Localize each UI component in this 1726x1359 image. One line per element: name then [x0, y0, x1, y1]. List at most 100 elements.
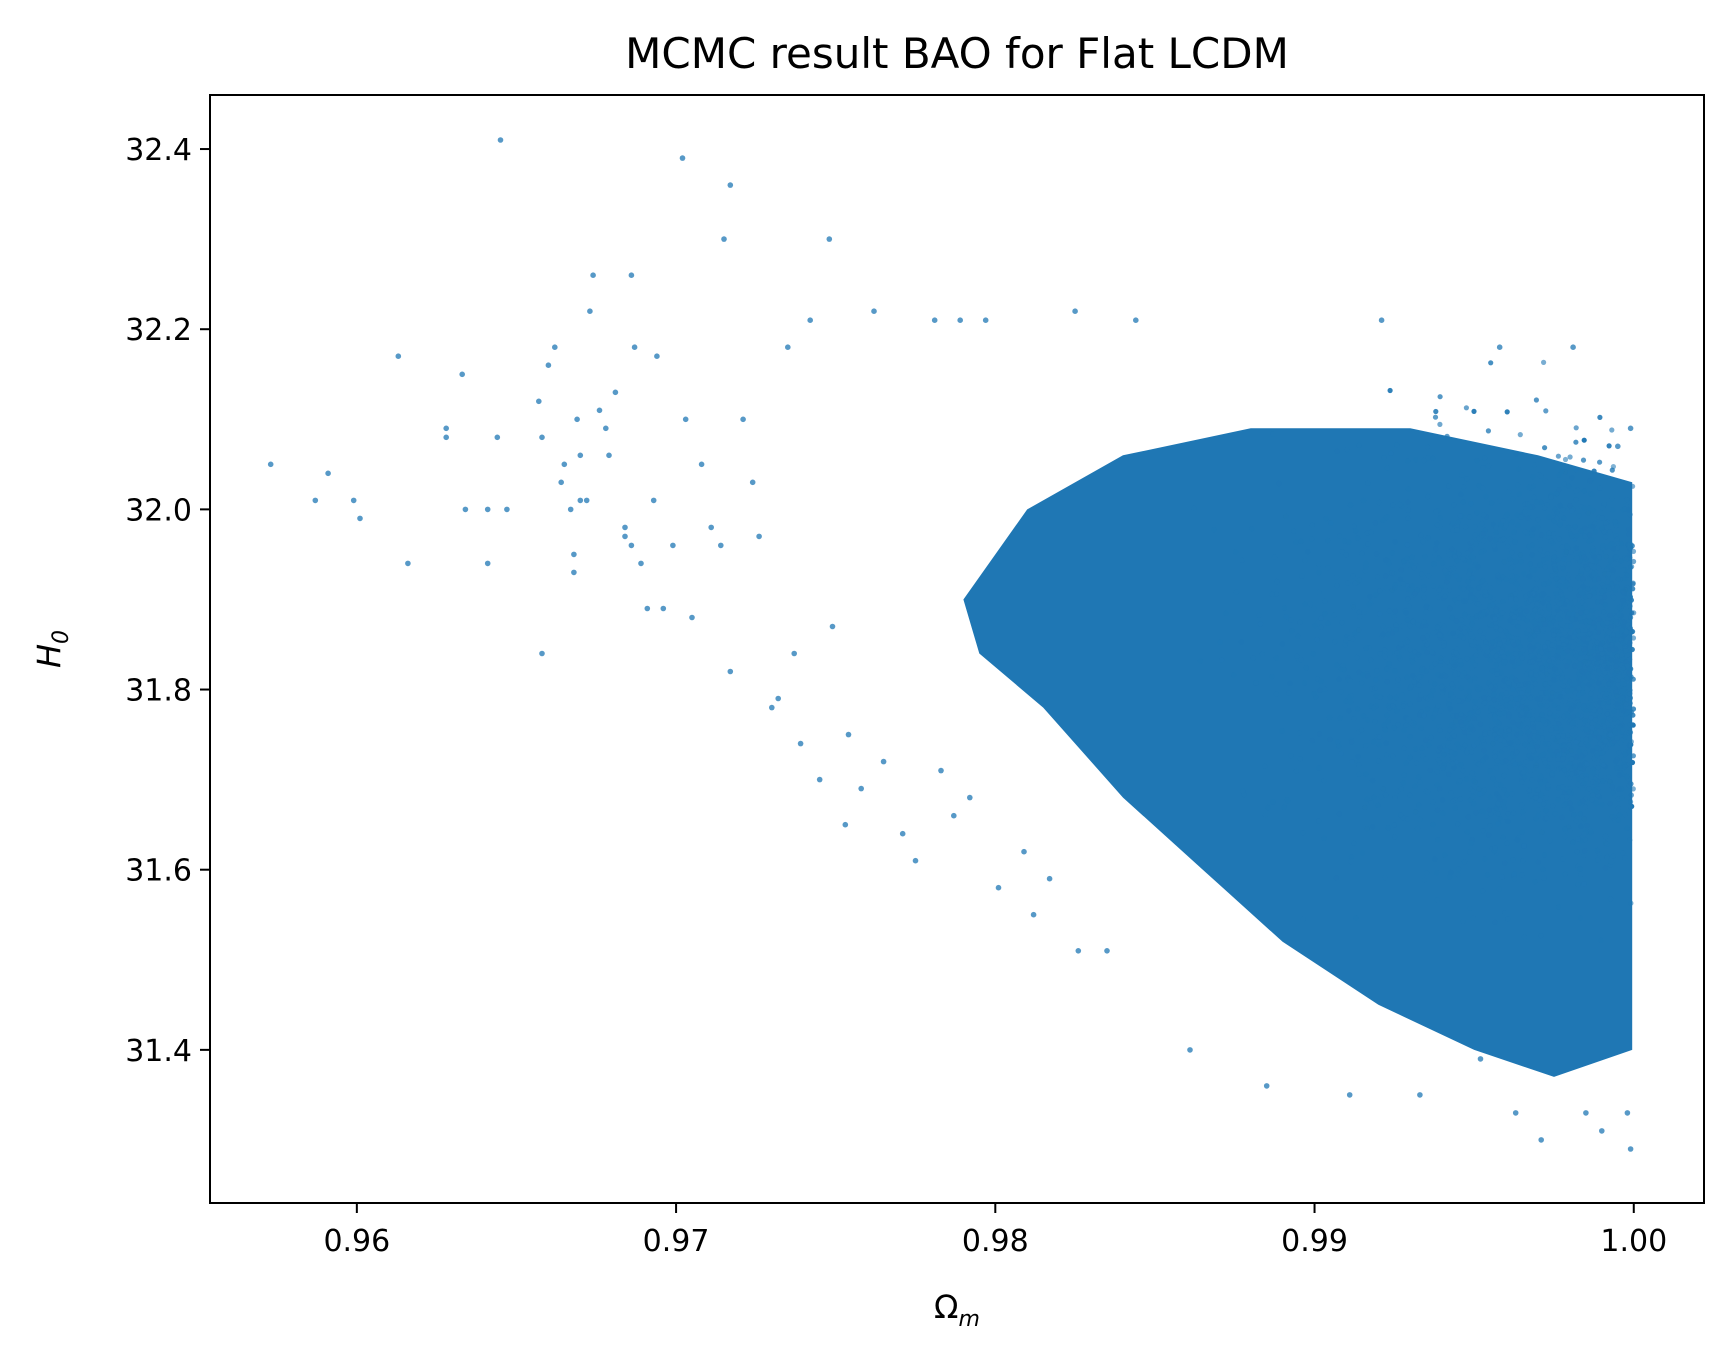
scatter-point: [1301, 680, 1307, 686]
scatter-point: [1376, 734, 1383, 740]
scatter-point: [1628, 900, 1634, 906]
scatter-point: [1480, 577, 1486, 584]
scatter-point: [1449, 681, 1455, 687]
scatter-point: [1493, 701, 1499, 707]
scatter-point: [1472, 532, 1478, 538]
scatter-point: [1501, 804, 1507, 811]
scatter-point: [1490, 596, 1496, 602]
scatter-point: [628, 272, 635, 279]
scatter-point: [1594, 847, 1600, 854]
scatter-point: [1540, 866, 1546, 873]
scatter-point: [1623, 648, 1629, 654]
scatter-point: [1527, 636, 1533, 643]
scatter-point: [357, 515, 363, 522]
scatter-point: [1344, 446, 1350, 453]
scatter-point: [1628, 804, 1634, 810]
scatter-point: [1509, 578, 1515, 584]
scatter-point: [842, 821, 849, 828]
scatter-point: [1618, 558, 1624, 564]
scatter-point: [1465, 715, 1472, 722]
scatter-point: [1303, 665, 1309, 671]
scatter-point: [1493, 678, 1499, 684]
scatter-point: [1586, 538, 1592, 544]
scatter-point: [1598, 937, 1604, 944]
scatter-point: [1581, 831, 1587, 837]
scatter-point: [1539, 829, 1545, 836]
scatter-point: [1624, 497, 1630, 503]
scatter-point: [1586, 619, 1592, 625]
scatter-point: [1348, 699, 1354, 705]
scatter-point: [1520, 769, 1527, 776]
scatter-point: [1568, 549, 1574, 555]
scatter-point: [1574, 555, 1580, 561]
scatter-point: [1335, 739, 1341, 745]
scatter-point: [1477, 1056, 1484, 1062]
y-axis-label: H0: [30, 630, 74, 668]
scatter-point: [1219, 657, 1225, 663]
scatter-point: [443, 434, 450, 441]
scatter-point: [1477, 791, 1483, 797]
scatter-point: [1588, 563, 1594, 569]
scatter-point: [1359, 550, 1365, 556]
scatter-point: [1619, 688, 1625, 695]
scatter-point: [1507, 755, 1513, 761]
scatter-point: [1358, 727, 1365, 733]
scatter-point: [1538, 791, 1544, 798]
scatter-point: [1521, 695, 1527, 701]
scatter-point: [1392, 539, 1398, 545]
scatter-point: [1534, 744, 1540, 750]
scatter-point: [1489, 500, 1495, 506]
scatter-point: [1599, 515, 1605, 521]
scatter-point: [1609, 784, 1615, 790]
scatter-point: [912, 857, 919, 864]
scatter-point: [1274, 578, 1280, 585]
scatter-point: [1472, 662, 1478, 669]
x-axis-label-subscript: m: [959, 1307, 980, 1332]
scatter-point: [1561, 515, 1567, 522]
scatter-point: [660, 605, 667, 612]
scatter-point: [1457, 658, 1463, 664]
scatter-point: [1421, 619, 1427, 625]
scatter-point: [1581, 635, 1587, 642]
scatter-point: [1279, 641, 1285, 647]
scatter-point: [1440, 560, 1446, 566]
scatter-point: [1517, 585, 1523, 592]
scatter-point: [1581, 505, 1587, 511]
scatter-point: [1238, 639, 1244, 645]
scatter-point: [1598, 772, 1604, 778]
x-tick-label: 0.98: [962, 1224, 1029, 1259]
scatter-point: [1582, 659, 1588, 665]
scatter-point: [1456, 595, 1462, 601]
scatter-point: [1613, 620, 1619, 626]
scatter-point: [1577, 811, 1583, 817]
scatter-point: [1596, 616, 1602, 622]
scatter-point: [1492, 732, 1498, 738]
scatter-point: [1545, 782, 1551, 788]
scatter-point: [1544, 555, 1550, 561]
scatter-point: [1586, 674, 1592, 681]
scatter-point: [1433, 546, 1439, 552]
scatter-point: [1594, 661, 1600, 667]
scatter-point: [1530, 659, 1536, 665]
scatter-point: [1075, 948, 1082, 954]
scatter-point: [1412, 591, 1418, 597]
scatter-point: [1575, 781, 1581, 788]
scatter-point: [1487, 794, 1493, 801]
scatter-point: [1360, 497, 1367, 504]
scatter-point: [727, 182, 734, 188]
scatter-point: [1282, 605, 1288, 611]
scatter-point: [1318, 624, 1324, 630]
scatter-point: [1492, 919, 1498, 926]
scatter-point: [1628, 630, 1634, 636]
scatter-point: [1467, 726, 1473, 732]
scatter-point: [1438, 655, 1444, 661]
scatter-point: [1399, 692, 1405, 698]
scatter-point: [1349, 759, 1355, 765]
scatter-point: [1355, 535, 1361, 541]
scatter-point: [1465, 814, 1471, 820]
scatter-point: [1438, 673, 1444, 679]
scatter-point: [1552, 565, 1558, 572]
scatter-point: [1601, 724, 1607, 730]
scatter-point: [1556, 705, 1562, 711]
scatter-point: [1368, 800, 1374, 806]
